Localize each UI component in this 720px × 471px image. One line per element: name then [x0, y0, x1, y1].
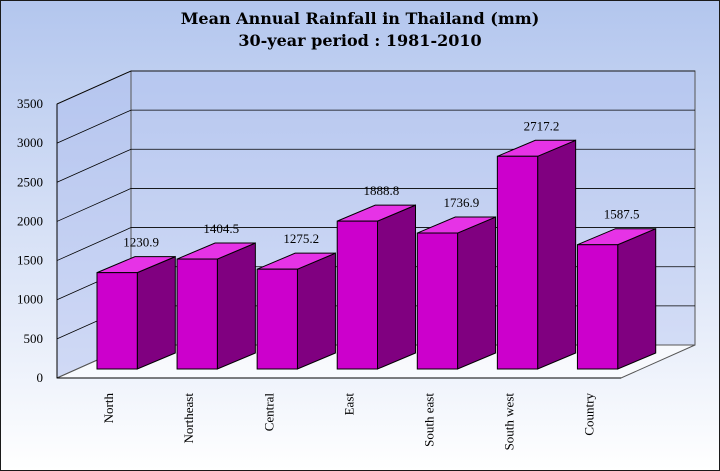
- bar: [496, 155, 539, 370]
- bar-side: [216, 242, 256, 370]
- x-tick-label: South east: [421, 393, 436, 447]
- bar: [96, 272, 138, 370]
- data-label: 1230.9: [123, 235, 159, 250]
- data-label: 2717.2: [524, 118, 560, 133]
- bar: [256, 268, 298, 370]
- x-tick-label: Central: [261, 393, 276, 432]
- y-tick-label: 1000: [17, 292, 43, 307]
- gridline: [56, 109, 695, 144]
- x-tick-label: Northeast: [181, 393, 196, 444]
- y-tick-label: 0: [37, 370, 44, 385]
- chart-title: Mean Annual Rainfall in Thailand (mm): [180, 9, 540, 28]
- bar-side: [457, 216, 497, 370]
- y-tick-label: 2000: [17, 213, 43, 228]
- chart-subtitle: 30-year period : 1981-2010: [238, 31, 482, 50]
- y-tick-label: 2500: [17, 174, 43, 189]
- x-tick-label: South west: [501, 393, 516, 451]
- gridline: [56, 148, 695, 183]
- x-tick-label: East: [341, 393, 356, 416]
- bar-side: [296, 252, 336, 370]
- bar-side: [377, 204, 416, 370]
- data-label: 1888.8: [363, 183, 399, 198]
- bar: [336, 220, 379, 370]
- bar: [176, 258, 218, 370]
- data-label: 1275.2: [283, 231, 319, 246]
- bar-side: [617, 227, 657, 370]
- bar: [416, 232, 459, 370]
- y-tick-label: 3500: [17, 96, 43, 111]
- data-label: 1736.9: [444, 195, 480, 210]
- data-label: 1587.5: [604, 207, 640, 222]
- gridline: [56, 70, 695, 105]
- y-tick-label: 500: [24, 331, 44, 346]
- y-tick-label: 1500: [17, 253, 43, 268]
- data-label: 1404.5: [203, 221, 239, 236]
- bar: [576, 244, 619, 370]
- bar-side: [136, 255, 176, 370]
- y-tick-label: 3000: [17, 135, 43, 150]
- x-tick-label: Country: [582, 393, 597, 436]
- x-tick-label: North: [101, 393, 116, 424]
- bar-side: [537, 139, 577, 370]
